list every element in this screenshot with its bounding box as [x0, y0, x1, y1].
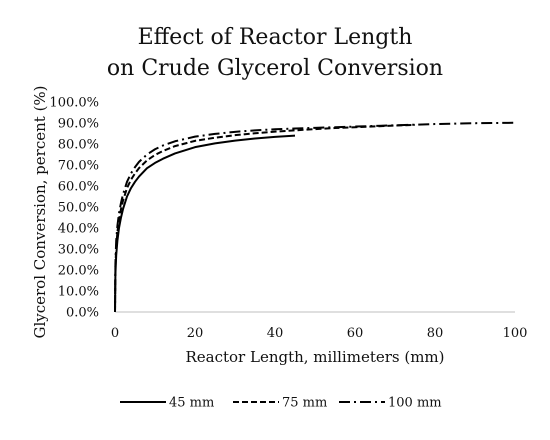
x-axis-label: Reactor Length, millimeters (mm): [185, 348, 444, 366]
y-tick-label: 20.0%: [58, 264, 99, 279]
chart-title-line-1: Effect of Reactor Length: [138, 25, 413, 50]
y-axis-label: Glycerol Conversion, percent (%): [31, 85, 49, 338]
legend-label-1: 45 mm: [169, 396, 214, 411]
y-tick-label: 50.0%: [58, 201, 99, 216]
y-tick-label: 60.0%: [58, 180, 99, 195]
y-tick-label: 80.0%: [58, 138, 99, 153]
legend: 45 mm 75 mm 100 mm: [120, 396, 442, 411]
y-tick-label: 0.0%: [66, 306, 99, 321]
x-tick-labels: 0 20 40 60 80 100: [111, 326, 528, 341]
y-tick-label: 100.0%: [49, 96, 99, 111]
series-line-3: [114, 121, 516, 313]
x-tick-label: 40: [267, 326, 284, 341]
series-line-2: [114, 123, 416, 313]
x-tick-label: 80: [427, 326, 444, 341]
x-tick-label: 0: [111, 326, 119, 341]
y-tick-label: 30.0%: [58, 243, 99, 258]
y-tick-labels: 0.0% 10.0% 20.0% 30.0% 40.0% 50.0% 60.0% 70.0% 8…: [49, 96, 99, 321]
legend-label-2: 75 mm: [282, 396, 327, 411]
y-tick-label: 40.0%: [58, 222, 99, 237]
series-line-1: [114, 134, 296, 313]
y-tick-label: 70.0%: [58, 159, 99, 174]
y-tick-label: 10.0%: [58, 285, 99, 300]
chart-title-line-2: on Crude Glycerol Conversion: [107, 56, 443, 81]
series-layer: [114, 121, 516, 313]
legend-label-3: 100 mm: [388, 396, 442, 411]
x-tick-label: 20: [187, 326, 204, 341]
x-tick-label: 100: [503, 326, 528, 341]
y-tick-label: 90.0%: [58, 117, 99, 132]
x-tick-label: 60: [347, 326, 364, 341]
